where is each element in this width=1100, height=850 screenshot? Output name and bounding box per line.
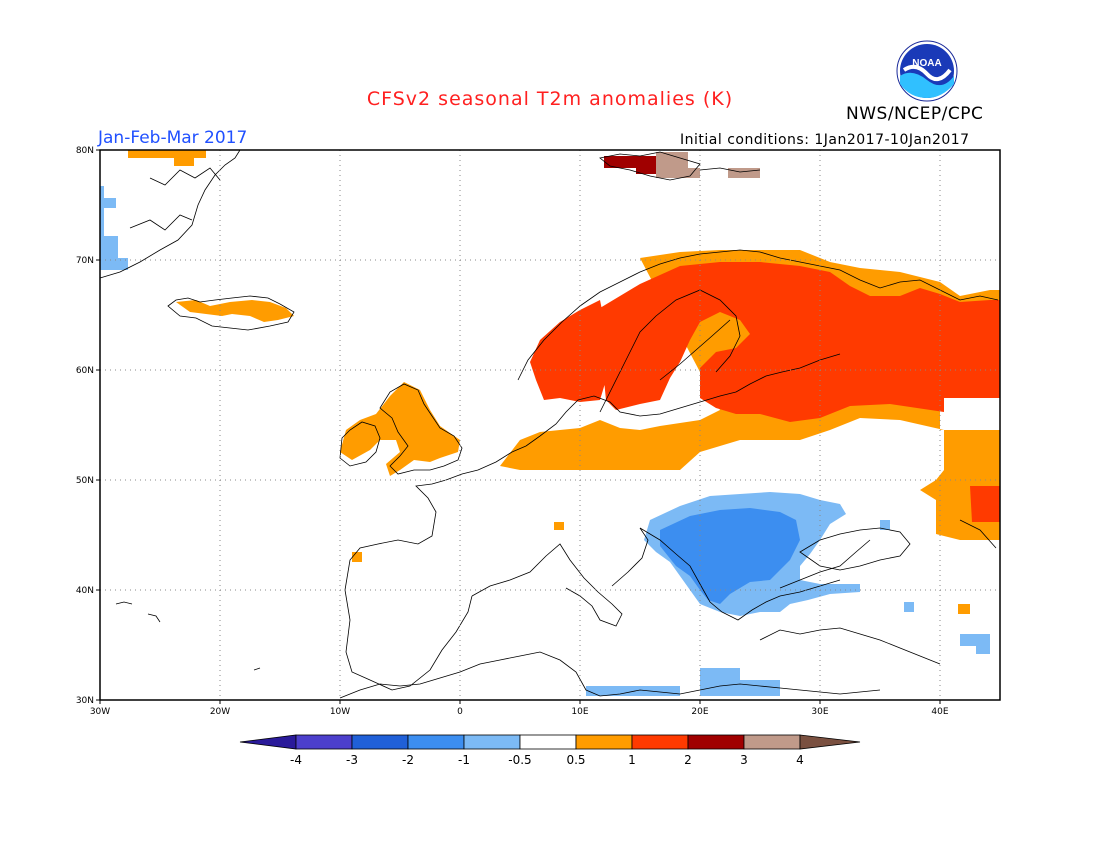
anomaly-region bbox=[728, 168, 760, 178]
lat-label: 40N bbox=[76, 586, 94, 596]
anomaly-region bbox=[700, 668, 780, 696]
lon-labels: 30W 20W 10W 0 10E 20E 30E 40E bbox=[90, 707, 949, 717]
colorbar-segment bbox=[407, 734, 465, 750]
colorbar-max-arrow bbox=[799, 734, 861, 750]
lat-label: 50N bbox=[76, 476, 94, 486]
anomaly-region bbox=[656, 152, 700, 178]
graticule bbox=[100, 150, 1000, 700]
anomaly-region bbox=[340, 382, 460, 476]
colorbar-segment bbox=[351, 734, 409, 750]
organization-label: NWS/NCEP/CPC bbox=[846, 104, 984, 124]
noaa-logo: NOAA bbox=[896, 40, 958, 102]
lon-label: 10E bbox=[571, 707, 588, 717]
colorbar-label: 0.5 bbox=[566, 753, 585, 767]
anomaly-region bbox=[530, 300, 606, 402]
colorbar-label: -1 bbox=[458, 753, 470, 767]
logo-text: NOAA bbox=[912, 58, 941, 69]
initial-conditions: Initial conditions: 1Jan2017-10Jan2017 bbox=[680, 132, 970, 148]
colorbar-segment bbox=[295, 734, 353, 750]
coastlines bbox=[99, 149, 999, 699]
colorbar-segment bbox=[743, 734, 801, 750]
anomaly-region bbox=[352, 552, 362, 562]
map-frame bbox=[99, 149, 1001, 701]
lat-label: 70N bbox=[76, 256, 94, 266]
anomaly-region bbox=[104, 198, 116, 208]
lon-label: 30E bbox=[811, 707, 828, 717]
colorbar-label: -4 bbox=[290, 753, 302, 767]
anomaly-region bbox=[128, 150, 206, 166]
colorbar-segment bbox=[631, 734, 689, 750]
anomaly-region bbox=[100, 186, 128, 270]
colorbar-label: 1 bbox=[628, 753, 636, 767]
lon-label: 20W bbox=[210, 707, 230, 717]
forecast-period: Jan-Feb-Mar 2017 bbox=[98, 128, 248, 148]
anomaly-cells bbox=[100, 150, 1000, 696]
map-title: CFSv2 seasonal T2m anomalies (K) bbox=[366, 88, 734, 110]
lon-label: 0 bbox=[457, 707, 463, 717]
anomaly-region bbox=[880, 520, 890, 530]
colorbar-label: -3 bbox=[346, 753, 358, 767]
colorbar-segment bbox=[575, 734, 633, 750]
anomaly-region bbox=[960, 634, 990, 654]
lon-label: 10W bbox=[330, 707, 350, 717]
lon-label: 30W bbox=[90, 707, 110, 717]
anomaly-region bbox=[604, 156, 656, 174]
anomaly-region bbox=[176, 300, 294, 322]
colorbar-labels: -4 -3 -2 -1 -0.5 0.5 1 2 3 4 bbox=[290, 753, 804, 767]
lat-labels: 80N 70N 60N 50N 40N 30N bbox=[76, 146, 94, 706]
colorbar-min-arrow bbox=[239, 734, 297, 750]
anomaly-region bbox=[970, 486, 1000, 522]
colorbar-label: -2 bbox=[402, 753, 414, 767]
colorbar-segment bbox=[463, 734, 521, 750]
lat-label: 30N bbox=[76, 696, 94, 706]
anomaly-region bbox=[660, 508, 800, 604]
anomaly-region bbox=[904, 602, 914, 612]
lon-label: 20E bbox=[691, 707, 708, 717]
anomaly-region bbox=[958, 604, 970, 614]
lon-label: 40E bbox=[931, 707, 948, 717]
colorbar-segment bbox=[687, 734, 745, 750]
colorbar bbox=[239, 734, 861, 750]
colorbar-label: 3 bbox=[740, 753, 748, 767]
colorbar-label: 2 bbox=[684, 753, 692, 767]
anomaly-region bbox=[590, 262, 1000, 422]
lat-label: 60N bbox=[76, 366, 94, 376]
lat-label: 80N bbox=[76, 146, 94, 156]
colorbar-label: 4 bbox=[796, 753, 804, 767]
colorbar-label: -0.5 bbox=[508, 753, 531, 767]
anomaly-region bbox=[554, 522, 564, 530]
colorbar-segment bbox=[519, 734, 577, 750]
